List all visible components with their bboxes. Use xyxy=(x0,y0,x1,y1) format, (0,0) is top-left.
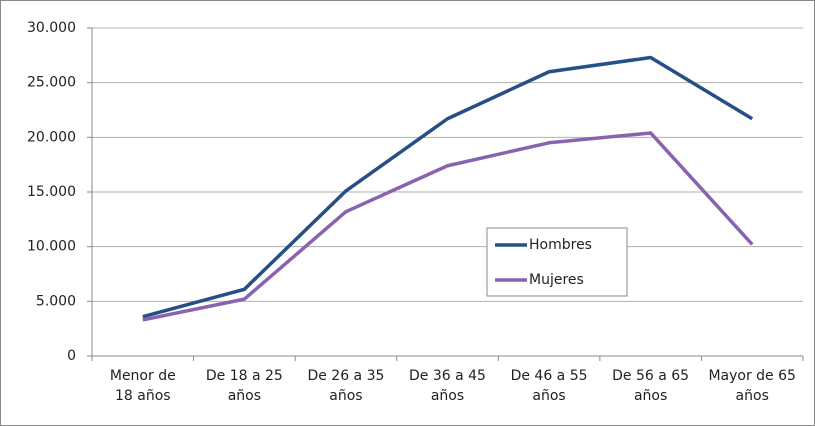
y-tick-label: 10.000 xyxy=(27,239,76,255)
x-tick-label: Menor de 18 años xyxy=(109,368,176,404)
x-tick-label: De 18 a 25 años xyxy=(205,368,283,404)
x-tick-label: De 46 a 55 años xyxy=(510,368,588,404)
x-tick-label: De 36 a 45 años xyxy=(409,368,486,404)
y-tick-label: 15.000 xyxy=(27,184,76,200)
x-tick-box: Mayor de 65 años xyxy=(708,368,796,404)
y-tick-label: 0 xyxy=(67,348,76,364)
series-line xyxy=(142,55,754,319)
legend-label: Mujeres xyxy=(529,272,584,288)
x-tick-box: Menor de 18 años xyxy=(109,368,176,404)
x-tick-box: De 26 a 35 años xyxy=(307,368,385,404)
x-tick-box: De 36 a 45 años xyxy=(409,368,486,404)
y-tick-label: 5.000 xyxy=(36,293,76,309)
x-tick-label: De 56 a 65 años xyxy=(612,368,690,404)
legend-label: Hombres xyxy=(529,237,592,253)
y-tick-label: 30.000 xyxy=(27,20,76,36)
x-tick-label: Mayor de 65 años xyxy=(708,368,796,404)
x-tick-box: De 18 a 25 años xyxy=(205,368,283,404)
x-tick-box: De 56 a 65 años xyxy=(612,368,690,404)
legend xyxy=(486,227,628,297)
y-tick-label: 20.000 xyxy=(27,129,76,145)
series-line xyxy=(142,131,754,322)
y-tick-label: 25.000 xyxy=(27,75,76,91)
x-tick-label: De 26 a 35 años xyxy=(307,368,385,404)
x-tick-box: De 46 a 55 años xyxy=(510,368,588,404)
